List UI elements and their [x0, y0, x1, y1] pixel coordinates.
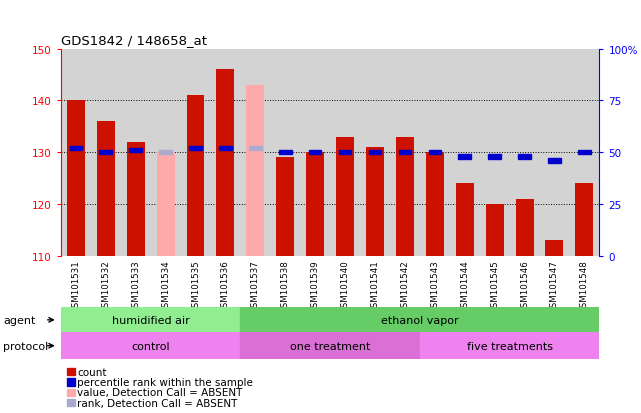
Bar — [249, 146, 262, 151]
Bar — [306, 153, 324, 256]
Bar — [97, 122, 115, 256]
Bar — [99, 151, 112, 155]
Bar — [336, 137, 354, 256]
Bar — [240, 332, 420, 359]
Bar — [61, 332, 240, 359]
Text: GSM101539: GSM101539 — [311, 260, 320, 312]
Text: GDS1842 / 148658_at: GDS1842 / 148658_at — [61, 34, 207, 47]
Text: GSM101546: GSM101546 — [520, 260, 529, 313]
Bar — [456, 184, 474, 256]
Text: five treatments: five treatments — [467, 341, 553, 351]
Bar — [548, 159, 561, 163]
Text: GSM101538: GSM101538 — [281, 260, 290, 313]
Text: GSM101541: GSM101541 — [370, 260, 379, 313]
Bar — [279, 151, 292, 155]
Text: GSM101534: GSM101534 — [161, 260, 170, 313]
Bar — [458, 155, 471, 159]
Bar — [366, 147, 384, 256]
Bar — [127, 142, 145, 256]
Text: control: control — [131, 341, 170, 351]
Text: rank, Detection Call = ABSENT: rank, Detection Call = ABSENT — [77, 398, 237, 408]
Bar — [70, 146, 82, 151]
Bar — [578, 151, 590, 155]
Bar — [488, 155, 501, 159]
Bar — [519, 155, 531, 159]
Bar — [160, 151, 172, 155]
Bar — [189, 146, 202, 151]
Text: GSM101536: GSM101536 — [221, 260, 230, 313]
Bar — [67, 101, 85, 256]
Bar — [486, 204, 504, 256]
Text: GSM101543: GSM101543 — [430, 260, 439, 313]
Text: GSM101535: GSM101535 — [191, 260, 200, 313]
Bar — [429, 151, 441, 155]
Bar — [187, 96, 204, 256]
Text: GSM101533: GSM101533 — [131, 260, 140, 313]
Bar — [396, 137, 414, 256]
Text: GSM101547: GSM101547 — [550, 260, 559, 313]
Text: one treatment: one treatment — [290, 341, 370, 351]
Bar — [339, 151, 351, 155]
Text: GSM101540: GSM101540 — [340, 260, 349, 313]
Bar — [399, 151, 411, 155]
Bar — [219, 146, 231, 151]
Bar — [67, 368, 76, 375]
Bar — [276, 158, 294, 256]
Text: percentile rank within the sample: percentile rank within the sample — [77, 377, 253, 387]
Text: GSM101548: GSM101548 — [580, 260, 589, 313]
Bar — [67, 378, 76, 386]
Text: ethanol vapor: ethanol vapor — [381, 315, 459, 325]
Bar — [420, 332, 599, 359]
Text: GSM101542: GSM101542 — [401, 260, 410, 313]
Bar — [426, 153, 444, 256]
Bar — [545, 240, 563, 256]
Bar — [369, 151, 381, 155]
Bar — [515, 199, 533, 256]
Text: humidified air: humidified air — [112, 315, 190, 325]
Bar — [309, 151, 321, 155]
Text: GSM101544: GSM101544 — [460, 260, 469, 313]
Bar — [246, 86, 264, 256]
Bar — [156, 153, 174, 256]
Text: GSM101531: GSM101531 — [71, 260, 80, 313]
Bar — [61, 308, 240, 332]
Bar — [129, 148, 142, 153]
Text: GSM101532: GSM101532 — [101, 260, 110, 313]
Bar — [217, 70, 235, 256]
Text: GSM101537: GSM101537 — [251, 260, 260, 313]
Text: protocol: protocol — [3, 341, 49, 351]
Bar — [67, 389, 76, 396]
Bar — [240, 308, 599, 332]
Bar — [67, 399, 76, 406]
Text: value, Detection Call = ABSENT: value, Detection Call = ABSENT — [77, 387, 242, 397]
Text: GSM101545: GSM101545 — [490, 260, 499, 313]
Text: agent: agent — [3, 315, 36, 325]
Bar — [576, 184, 594, 256]
Text: count: count — [77, 367, 106, 377]
